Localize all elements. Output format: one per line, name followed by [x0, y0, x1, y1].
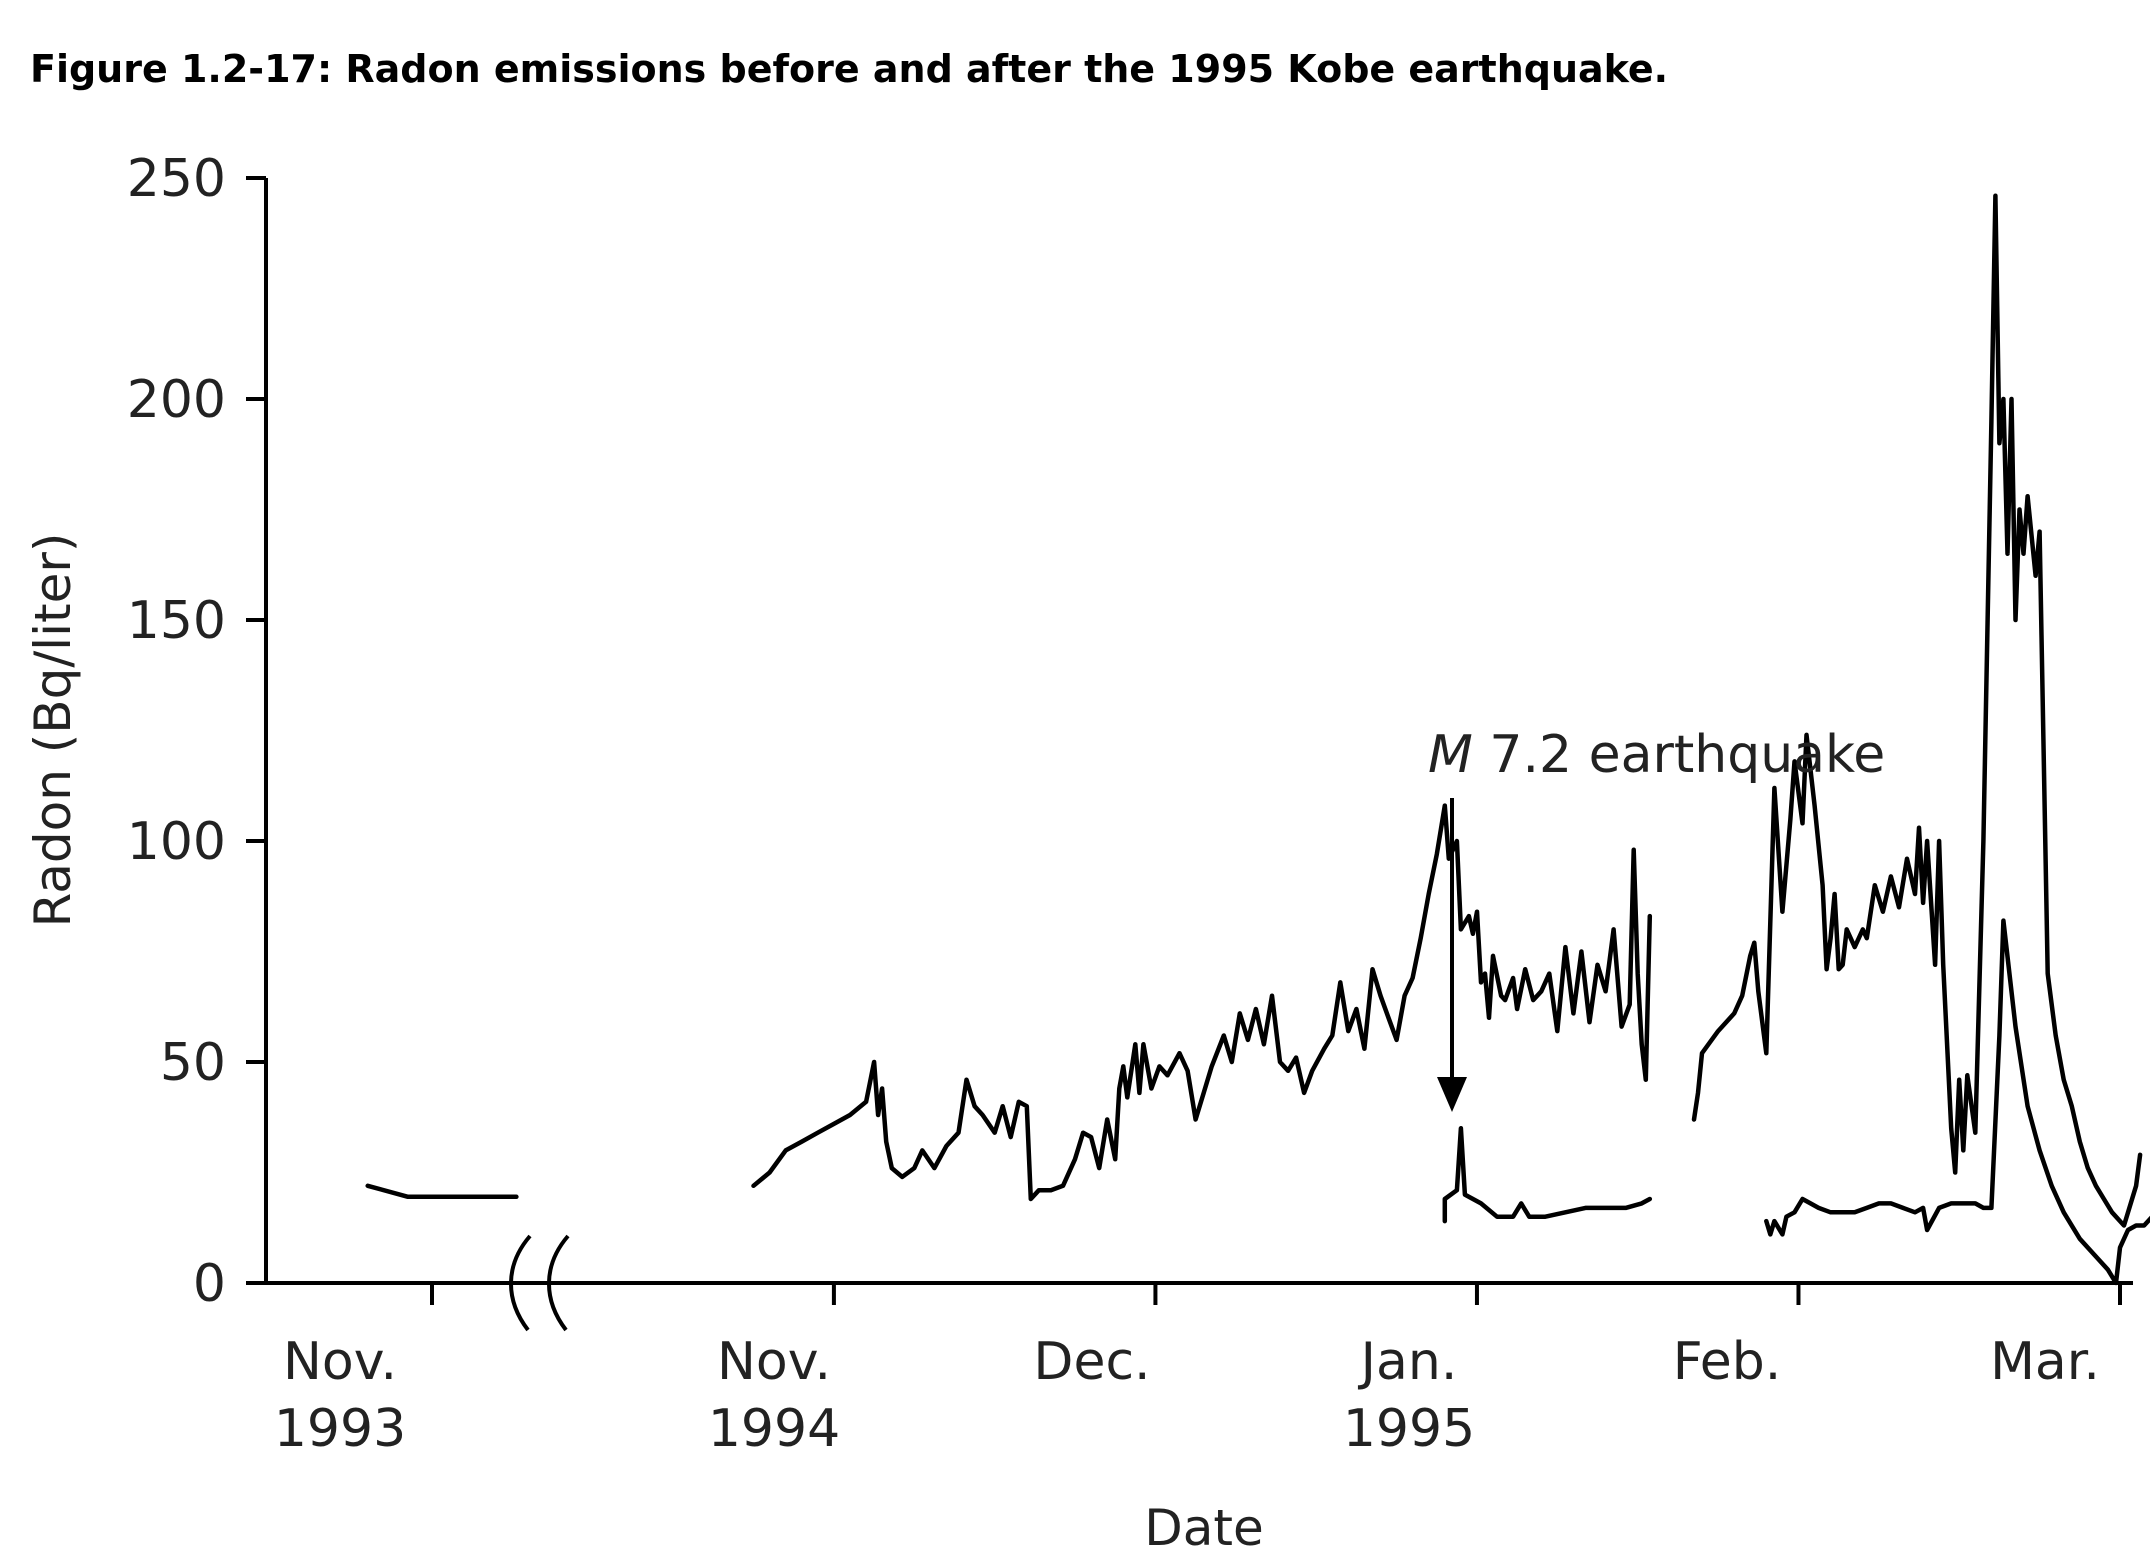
y-tick-label: 150	[127, 591, 226, 651]
axis-break-right	[547, 1234, 570, 1332]
annotation-text: 7.2 earthquake	[1473, 725, 1885, 785]
series-line	[1764, 918, 2150, 1286]
x-tick-label: Feb.	[1673, 1332, 1782, 1392]
axes	[264, 178, 2133, 1285]
x-axis-label: Date	[1144, 1499, 1264, 1557]
series-line	[1442, 1126, 1653, 1224]
axis-break-symbol	[509, 1234, 570, 1332]
chart-title: Figure 1.2-17: Radon emissions before an…	[30, 47, 1668, 91]
data-series	[365, 193, 2150, 1286]
y-tick-label: 50	[160, 1033, 226, 1093]
x-tick-label: Jan.	[1358, 1332, 1458, 1392]
x-ticks: Nov. 1993 Nov. 1994 Dec. Jan. 1995 Feb. Mar.	[274, 1283, 2122, 1459]
x-tick-label: Dec.	[1033, 1332, 1150, 1392]
y-axis-label: Radon (Bq/liter)	[24, 533, 82, 928]
y-tick-label: 0	[193, 1254, 226, 1314]
axis-break-left	[509, 1234, 532, 1332]
series-line	[365, 1183, 519, 1200]
x-tick-label-year: 1995	[1343, 1399, 1475, 1459]
annotation-magnitude: M	[1428, 725, 1473, 785]
earthquake-annotation: M 7.2 earthquake	[1428, 725, 1885, 1112]
x-tick-label: Mar.	[1990, 1332, 2100, 1392]
y-tick-label: 200	[127, 370, 226, 430]
x-tick-label-year: 1994	[708, 1399, 840, 1459]
y-ticks: 0 50 100 150 200 250	[127, 149, 266, 1314]
x-tick-label-year: 1993	[274, 1399, 406, 1459]
x-tick-label: Nov.	[717, 1332, 831, 1392]
y-tick-label: 250	[127, 149, 226, 209]
x-tick-label: Nov.	[283, 1332, 397, 1392]
series-line	[1691, 193, 2143, 1228]
series-line	[751, 803, 1653, 1202]
annotation-label: M 7.2 earthquake	[1428, 725, 1885, 785]
y-tick-label: 100	[127, 812, 226, 872]
annotation-arrowhead	[1437, 1077, 1467, 1112]
